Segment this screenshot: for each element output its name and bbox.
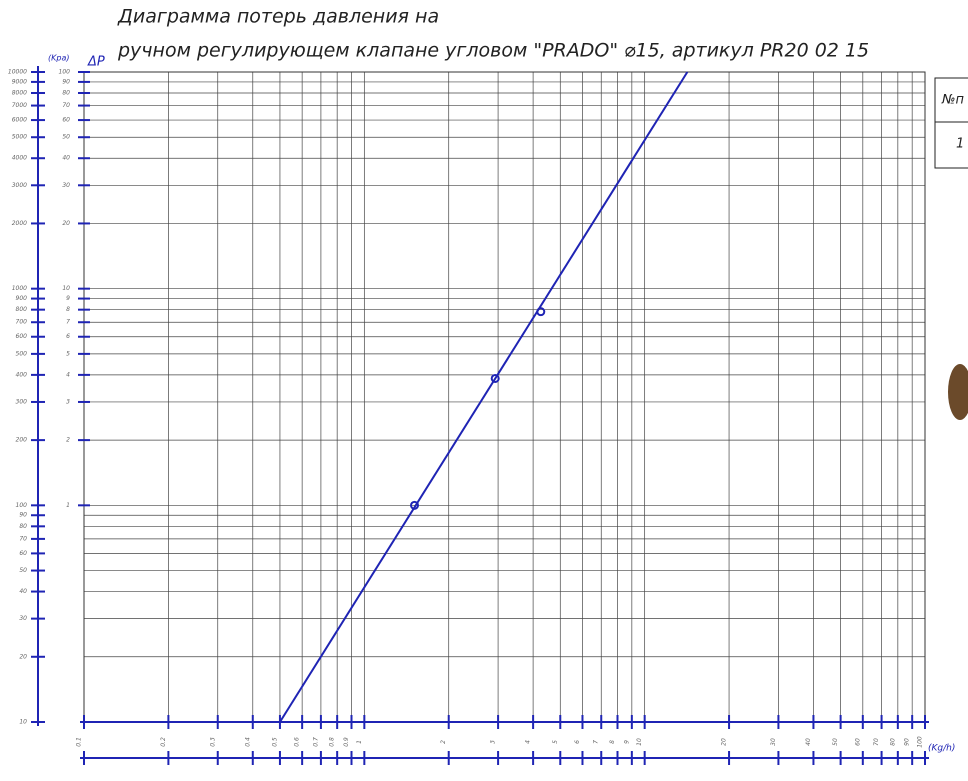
y2-tick-label: 20 [62,220,70,227]
y2-tick-label: 2 [66,437,70,444]
y-tick-label: 10000 [8,69,27,76]
y-tick-label: 100 [16,502,28,509]
y-tick-label: 30 [19,615,27,622]
x-tick-label: 10 [636,738,643,746]
x-tick-label: 90 [904,738,911,746]
x-tick-label: 0.4 [244,737,251,747]
x-tick-label: 60 [854,738,861,746]
x-tick-label: 30 [770,738,777,746]
y-tick-label: 10 [19,719,27,726]
y2-tick-label: 10 [62,285,70,292]
x-tick-label: 0.8 [329,737,336,747]
y2-tick-label: 90 [62,78,70,85]
x-tick-label: 5 [552,740,559,744]
x-tick-label: 3 [490,740,497,744]
x-tick-label: 9 [623,740,630,744]
y-tick-label: 20 [19,653,27,660]
y-tick-label: 5000 [12,134,27,141]
y-tick-label: 3000 [12,182,27,189]
y2-tick-label: 80 [62,89,70,96]
y-tick-label: 400 [16,371,28,378]
y-tick-label: 4000 [12,155,27,162]
side-table: №п 1 [935,78,968,168]
x-tick-label: 0.3 [209,737,216,747]
x-tick-label: 20 [721,738,728,746]
y2-tick-label: 7 [66,319,70,326]
y-tick-label: 9000 [12,78,27,85]
y-tick-label: 70 [19,535,27,542]
x-tick-label: 6 [574,740,581,744]
y2-tick-label: 8 [66,306,70,313]
y-tick-label: 500 [16,350,28,357]
plot-frame [84,72,925,722]
chart: Диаграмма потерь давления на ручном регу… [0,0,968,781]
x-tick-label: 2 [440,740,447,744]
product-photo-fragment [948,364,968,420]
y2-tick-label: 6 [66,333,70,340]
chart-subtitle: ручном регулирующем клапане угловом "PRA… [117,40,869,62]
y-tick-label: 700 [16,319,28,326]
y2-tick-label: 9 [66,295,70,302]
y-tick-label: 600 [16,333,28,340]
y-tick-label: 300 [16,398,28,405]
y-tick-label: 8000 [12,89,27,96]
y-axis-unit: (Kpa) [48,54,69,63]
x-tick-label: 0.5 [271,737,278,747]
x-tick-label: 7 [593,740,600,744]
x-tick-label: 70 [873,738,880,746]
y-tick-label: 50 [19,567,27,574]
y2-tick-label: 5 [66,350,70,357]
x-tick-label: 8 [609,740,616,744]
y-tick-label: 6000 [12,117,27,124]
x-tick-label: 0.6 [294,737,301,747]
y-axis-label: ΔP [87,55,105,70]
y-tick-label: 80 [19,523,27,530]
y-tick-label: 2000 [12,220,27,227]
data-point [537,308,544,315]
y-tick-label: 7000 [12,102,27,109]
x-tick-label: 50 [832,738,839,746]
y2-tick-label: 4 [66,371,70,378]
x-tick-label: 4 [525,740,532,744]
table-header: №п [941,93,965,108]
y-tick-label: 90 [19,512,27,519]
x-tick-label: 0.2 [160,737,167,747]
x-tick-label: 80 [889,738,896,746]
y-tick-label: 1000 [12,285,27,292]
y-tick-label: 200 [16,437,28,444]
data-line [280,72,687,722]
table-frame [935,78,968,168]
x-tick-label: 1 [356,740,363,744]
y-tick-label: 800 [16,306,28,313]
y2-tick-label: 3 [66,398,70,405]
y-tick-label: 40 [19,588,27,595]
chart-title: Диаграмма потерь давления на [117,6,439,28]
x-tick-label: 40 [805,738,812,746]
y2-tick-label: 30 [62,182,70,189]
table-cell: 1 [956,137,964,152]
x-tick-label: 0.9 [343,737,350,747]
x-tick-label: 100 [917,736,924,748]
x-axis-unit: (Kg/h) [928,744,955,754]
y2-tick-label: 1 [66,502,70,509]
x-tick-label: 0.7 [312,737,319,747]
y2-tick-label: 50 [62,134,70,141]
y-tick-label: 900 [16,295,28,302]
y2-tick-label: 70 [62,102,70,109]
y2-tick-label: 60 [62,117,70,124]
y-tick-label: 60 [19,550,27,557]
y2-tick-label: 40 [62,155,70,162]
y2-tick-label: 100 [59,69,71,76]
x-tick-label: 0.1 [76,737,83,747]
